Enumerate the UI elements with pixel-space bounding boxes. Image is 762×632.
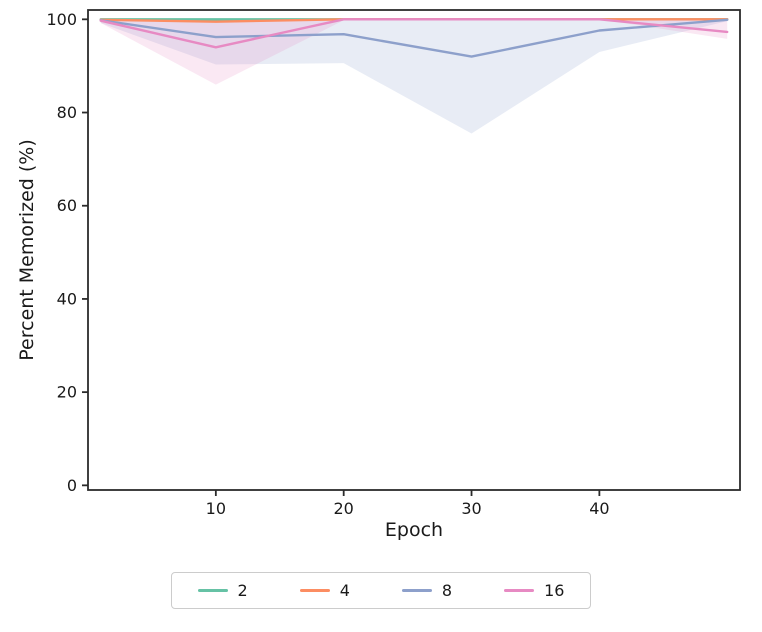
chart-legend: 2 4 8 16	[170, 572, 592, 609]
legend-label: 2	[237, 581, 248, 600]
y-tick-label: 80	[57, 103, 77, 122]
confidence-band-series-8	[100, 19, 728, 134]
legend-line-swatch	[197, 589, 228, 592]
legend-line-swatch	[401, 589, 432, 592]
y-tick-label: 60	[57, 196, 77, 215]
legend-item-4: 4	[299, 581, 350, 600]
line-series-8	[99, 18, 729, 58]
plot-border	[87, 9, 741, 491]
legend-item-16: 16	[504, 581, 564, 600]
legend-label: 8	[441, 581, 453, 600]
x-tick-label: 20	[334, 499, 354, 518]
legend-line-swatch	[504, 589, 535, 592]
x-tick-label: 30	[461, 499, 481, 518]
legend-wrap: 2 4 8 16	[0, 572, 762, 609]
y-axis-label: Percent Memorized (%)	[16, 139, 38, 361]
y-tick-label: 40	[57, 289, 77, 308]
y-tick-label: 20	[57, 383, 77, 402]
legend-item-8: 8	[401, 581, 453, 600]
line-chart: 10 20 30 40 0 20 40 60 80 100	[46, 9, 741, 518]
x-tick-label: 40	[589, 499, 609, 518]
legend-label: 16	[544, 581, 565, 600]
legend-label: 4	[339, 581, 350, 600]
line-series-16	[99, 18, 729, 49]
y-tick-label: 0	[67, 476, 77, 495]
x-tick-label: 10	[206, 499, 226, 518]
y-tick-label: 100	[46, 10, 77, 29]
legend-line-swatch	[299, 589, 330, 592]
legend-item-2: 2	[197, 581, 248, 600]
x-axis-label: Epoch	[384, 519, 444, 541]
